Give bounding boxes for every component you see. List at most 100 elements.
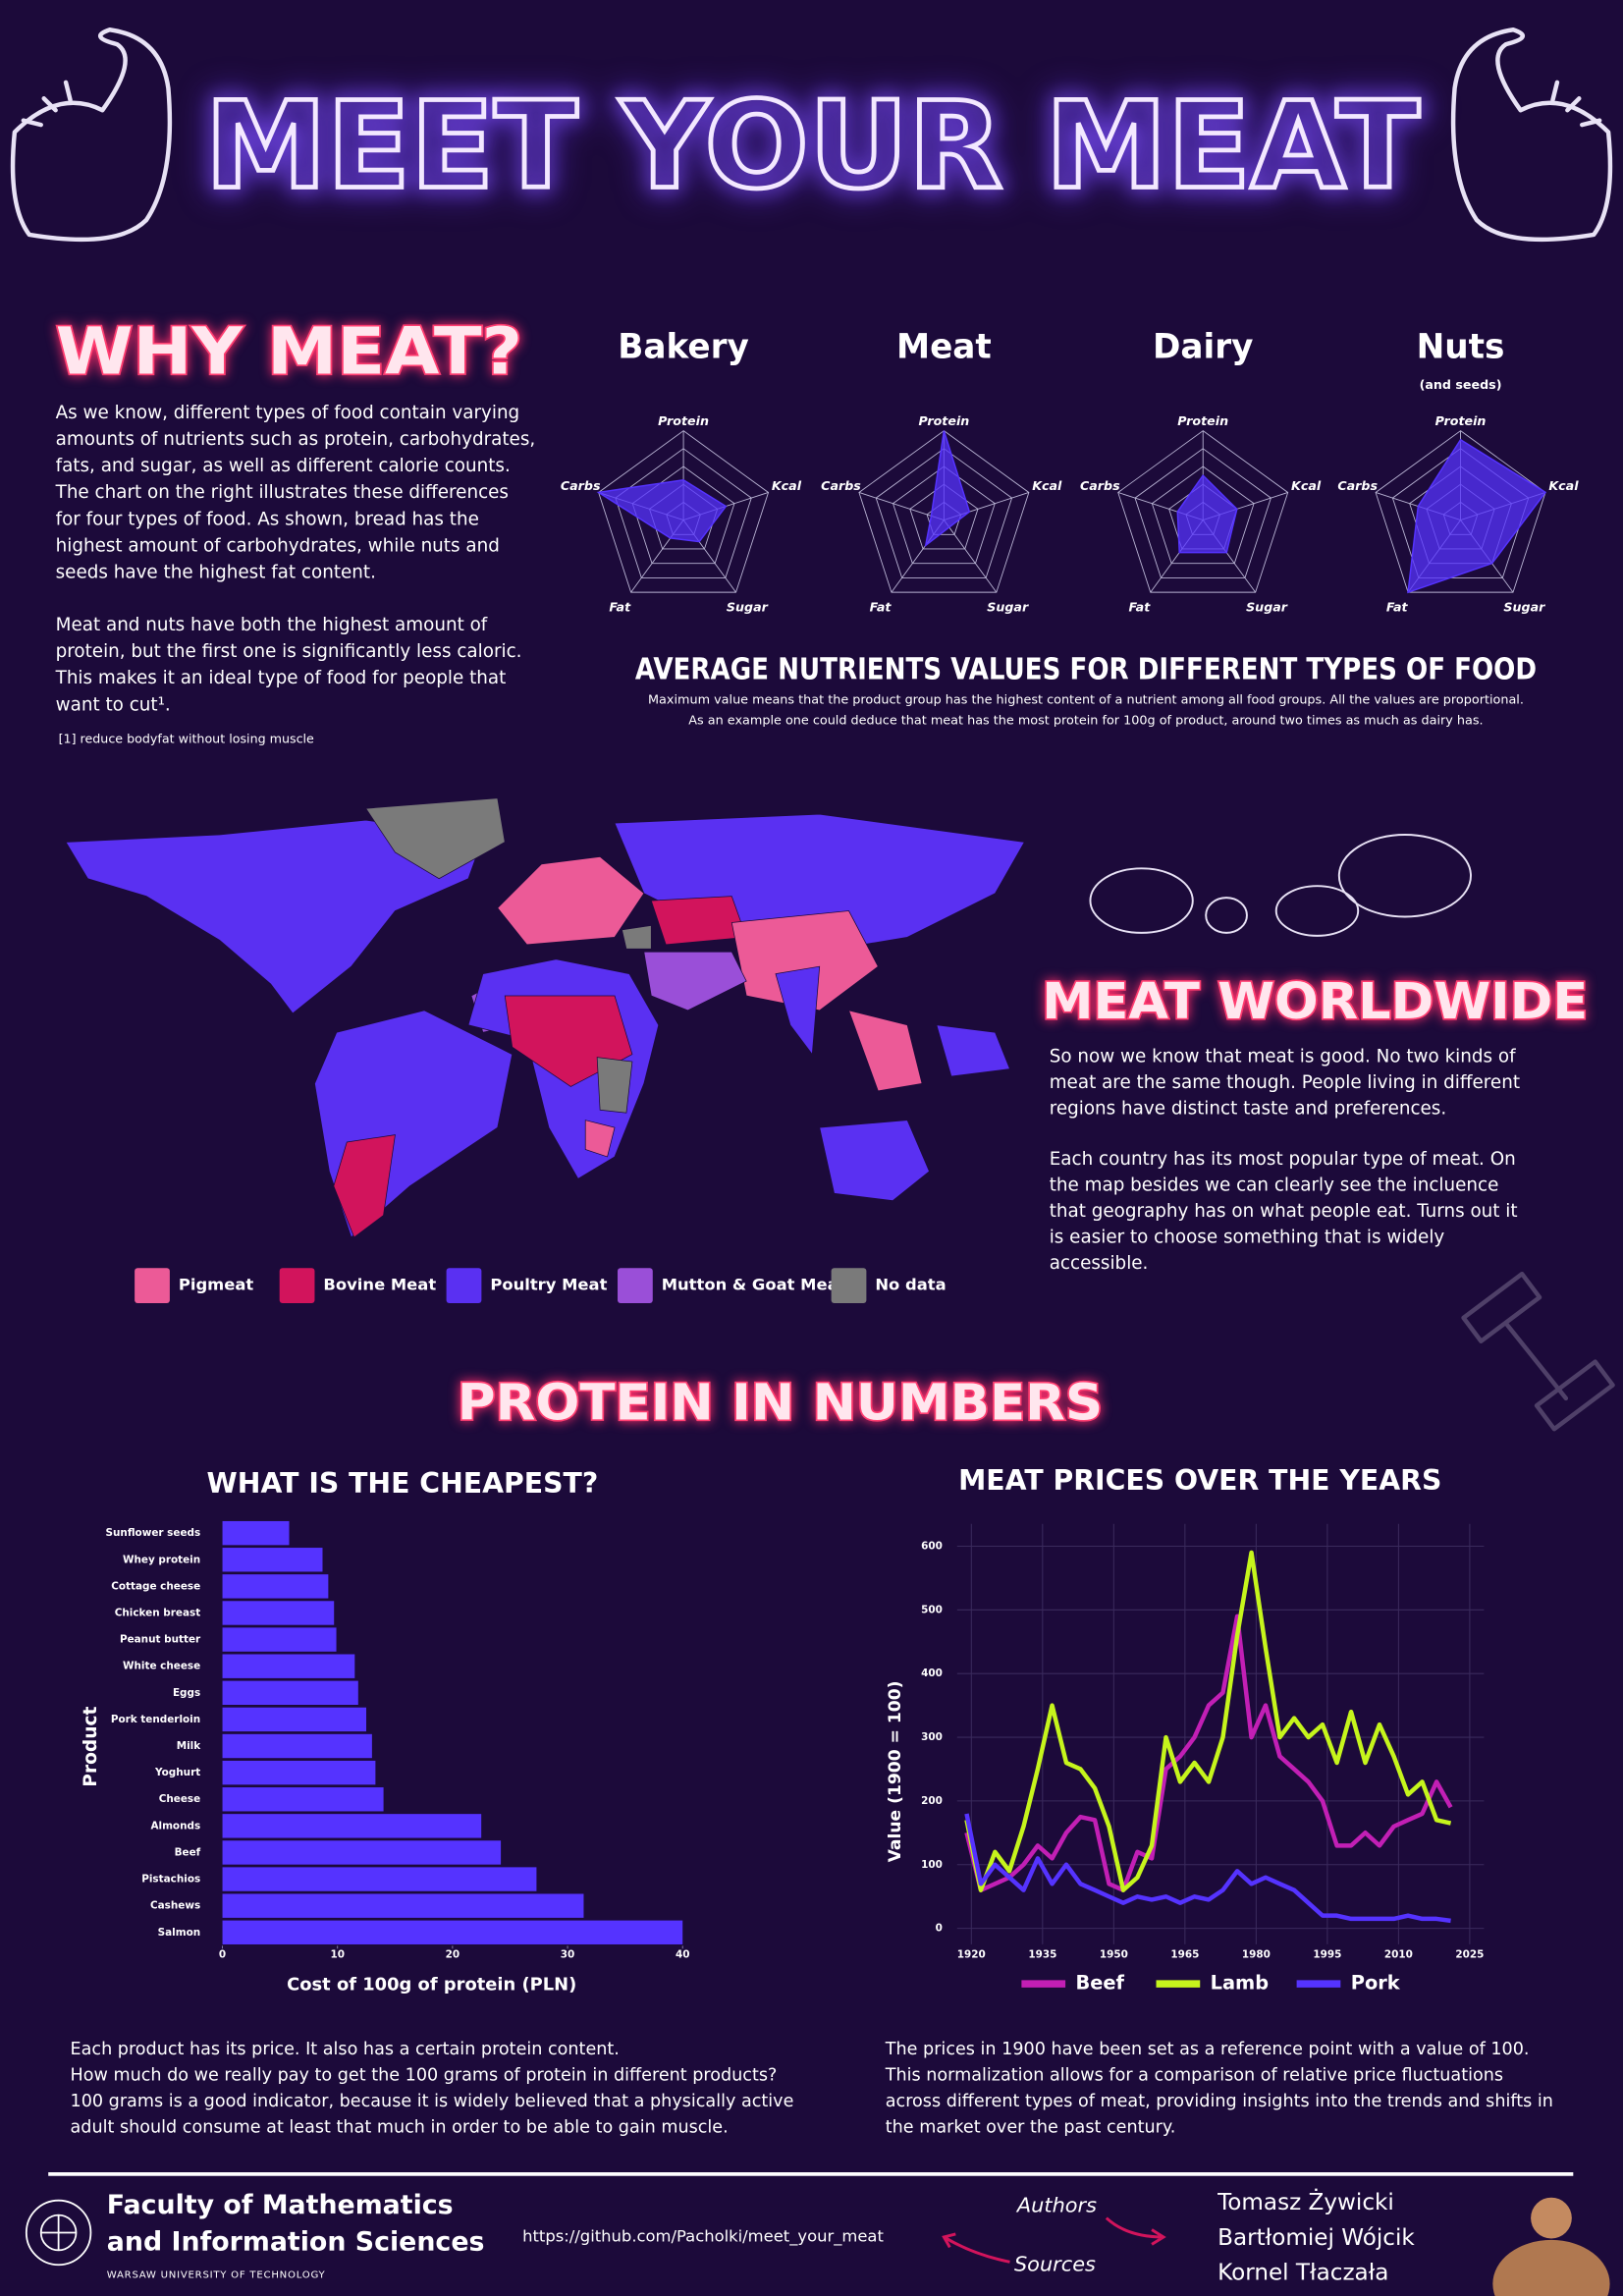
bar [222,1574,329,1599]
portrait-head [1531,2197,1572,2239]
y-tick-label: Eggs [173,1687,200,1699]
bar [222,1787,384,1812]
y-tick-label: 200 [921,1795,943,1807]
y-tick-label: Beef [175,1846,201,1858]
paragraph-line: 100 grams is a good indicator, because i… [71,2092,794,2111]
line-series [964,1613,1453,1892]
legend-swatch [279,1268,315,1303]
bar [222,1520,290,1546]
radar-ring [1117,430,1289,593]
y-tick-label: Yoghurt [154,1767,200,1778]
radar-area [596,478,728,543]
x-tick-label: 20 [446,1948,460,1960]
logo-ring [25,2199,92,2267]
paragraph-line: fats, and sugar, as well as different ca… [56,456,511,476]
paragraph-line: This makes it an ideal type of food for … [55,668,507,688]
animals-illustration [1089,834,1472,937]
line-series [964,1813,1451,1924]
radar-area [1407,438,1547,594]
radar-ring [875,448,1013,578]
radar-axis-label: Sugar [727,599,769,614]
y-tick-label: 400 [921,1667,943,1679]
radar-axis-label: Kcal [772,478,802,493]
paragraph-line: seeds have the highest fat content. [56,563,376,583]
paragraph-line: This normalization allows for a comparis… [885,2066,1503,2086]
dumbbell-icon [1461,1271,1615,1432]
x-tick-label: 2010 [1384,1948,1413,1960]
radar-ring [1151,465,1255,565]
caption-note: Maximum value means that the product gro… [648,692,1524,707]
radar-title: Meat [896,328,992,367]
faculty-name: Faculty of Mathematics [107,2190,454,2220]
y-tick-label: Pork tenderloin [111,1714,200,1725]
line-series [964,1550,1452,1892]
authors-label: Authors [1015,2194,1097,2217]
paragraph-line: for four types of food. As shown, bread … [56,509,479,529]
radar-spoke [944,519,998,593]
paragraph-line: As we know, different types of food cont… [56,403,520,423]
y-tick-label: Cashews [150,1900,200,1912]
bar [222,1840,502,1865]
bar [222,1627,337,1652]
bar [222,1893,584,1918]
map-region [775,965,821,1056]
radar-ring [909,483,979,550]
y-tick-label: Peanut butter [120,1634,201,1646]
paragraph-line: Each product has its price. It also has … [71,2040,620,2059]
legend-label: Bovine Meat [323,1276,436,1294]
radar-axis-label: Fat [609,599,631,614]
map-region [643,951,747,1011]
x-tick-label: 0 [219,1948,226,1960]
chicken [1205,897,1248,934]
radar-axis-label: Protein [658,413,709,428]
x-tick-label: 1980 [1242,1948,1271,1960]
radar-axis-label: Fat [870,599,893,614]
map-region [936,1024,1010,1077]
radar-axis-label: Sugar [1503,599,1545,614]
radar-title: Nuts [1417,328,1505,367]
radar-ring [598,430,770,593]
arrow-sources [942,2232,1010,2264]
paragraph-line: The prices in 1900 have been set as a re… [885,2040,1530,2059]
radar-axis-label: Kcal [1291,478,1322,493]
radar-title: Dairy [1153,328,1254,367]
paragraph-line: protein, but the first one is significan… [56,641,522,662]
y-axis-label: Value (1900 = 100) [886,1681,905,1863]
arm-icon [1450,27,1613,243]
dumbbell-shape [1461,1271,1615,1432]
x-tick-label: 30 [561,1948,575,1960]
radar-axis-label: Carbs [821,478,861,493]
author-name: Bartłomiej Wójcik [1217,2225,1415,2251]
paragraph-line: the market over the past century. [886,2117,1176,2137]
x-tick-label: 1920 [957,1948,986,1960]
radar-axis-label: Carbs [561,478,601,493]
author-name: Tomasz Żywicki [1217,2188,1394,2215]
map-region [847,1010,923,1092]
paragraph-line: accessible. [1050,1253,1149,1274]
caption-note: As an example one could deduce that meat… [688,713,1483,728]
bar [222,1654,355,1678]
chart-caption: AVERAGE NUTRIENTS VALUES FOR DIFFERENT T… [635,653,1537,687]
legend-swatch [135,1268,170,1303]
cow [1337,834,1472,918]
author-name: Kornel Tłaczała [1217,2261,1388,2286]
legend-label: Lamb [1211,1972,1269,1995]
legend-label: Mutton & Goat Meat [662,1276,846,1294]
x-tick-label: 40 [676,1948,690,1960]
pig [1274,885,1360,937]
radar-axis-label: Sugar [987,599,1029,614]
legend-swatch [618,1268,653,1303]
paragraph-line: So now we know that meat is good. No two… [1050,1047,1516,1067]
radar-area [924,430,971,548]
bar [222,1733,372,1759]
paragraph-line: is easier to choose something that is wi… [1050,1228,1445,1248]
bar [222,1707,367,1732]
paragraph-line: Each country has its most popular type o… [1050,1149,1516,1170]
radar-axis-label: Kcal [1032,478,1062,493]
paragraph-line: Meat and nuts have both the highest amou… [56,615,488,635]
radar-ring [892,465,996,565]
y-tick-label: Cottage cheese [111,1580,200,1592]
y-tick-label: Almonds [150,1820,200,1831]
arrow-authors [1105,2216,1166,2246]
y-tick-label: Salmon [158,1927,201,1939]
